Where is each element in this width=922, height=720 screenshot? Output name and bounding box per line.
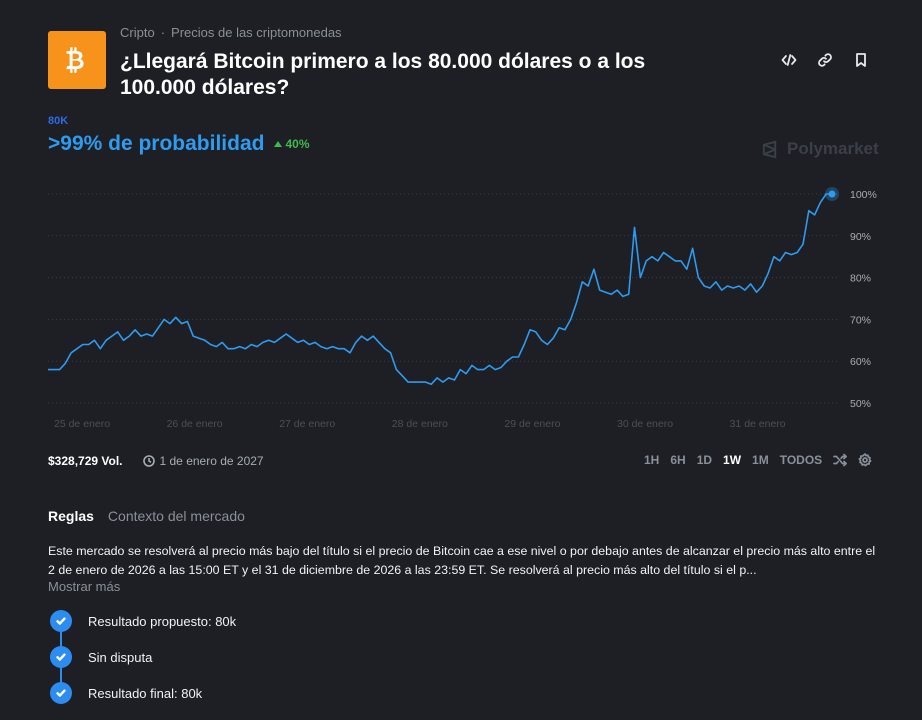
breadcrumb-subcategory[interactable]: Precios de las criptomonedas — [171, 25, 342, 40]
tab-rules[interactable]: Reglas — [48, 508, 94, 524]
code-icon — [781, 54, 797, 66]
x-tick-label: 31 de enero — [730, 418, 786, 430]
range-all[interactable]: TODOS — [779, 453, 823, 467]
show-more-link[interactable]: Mostrar más — [48, 579, 121, 594]
range-1m[interactable]: 1M — [752, 453, 769, 467]
page-title: ¿Llegará Bitcoin primero a los 80.000 dó… — [120, 50, 646, 99]
range-1w[interactable]: 1W — [723, 453, 742, 467]
x-tick-label: 25 de enero — [54, 418, 110, 430]
series-line — [48, 193, 832, 385]
copy-link-button[interactable] — [816, 51, 834, 69]
y-tick-label: 80% — [850, 273, 871, 285]
probability-readout: >99% de probabilidad 40% — [48, 132, 310, 156]
market-tabs: Reglas Contexto del mercado — [48, 508, 245, 524]
bookmark-icon — [856, 53, 866, 67]
outcome-label: 80K — [48, 115, 69, 127]
y-tick-label: 100% — [850, 189, 877, 201]
bitcoin-icon — [48, 31, 106, 89]
time-range-selector: 1H 6H 1D 1W 1M TODOS — [644, 453, 872, 467]
embed-button[interactable] — [780, 51, 798, 69]
delta-value: 40% — [285, 137, 310, 151]
series-endpoint — [828, 190, 836, 198]
link-icon — [818, 53, 832, 67]
clock-icon — [142, 455, 155, 467]
x-tick-label: 29 de enero — [504, 418, 560, 430]
tab-market-context[interactable]: Contexto del mercado — [107, 508, 245, 524]
end-date-text: 1 de enero de 2027 — [159, 454, 264, 468]
watermark-text: Polymarket — [787, 139, 879, 158]
triangle-up-icon — [274, 141, 283, 147]
volume: $328,729 Vol. — [48, 454, 123, 468]
price-chart[interactable]: 100% 90% 80% 70% 60% 50% 25 de enero 26 de ener… — [0, 175, 922, 437]
range-1h[interactable]: 1H — [644, 453, 660, 467]
step-no-dispute: Sin disputa — [50, 646, 152, 668]
breadcrumb-separator: · — [160, 25, 166, 40]
step-label: Sin disputa — [88, 649, 153, 665]
y-tick-label: 50% — [850, 398, 871, 410]
x-tick-label: 26 de enero — [167, 418, 223, 430]
gear-icon[interactable] — [858, 453, 872, 467]
range-6h[interactable]: 6H — [670, 453, 686, 467]
header-actions — [780, 51, 870, 69]
step-label: Resultado final: 80k — [88, 685, 203, 701]
probability-delta: 40% — [274, 137, 310, 151]
bookmark-button[interactable] — [852, 51, 870, 69]
shuffle-icon[interactable] — [833, 453, 848, 467]
step-final: Resultado final: 80k — [50, 682, 202, 704]
range-1d[interactable]: 1D — [696, 453, 713, 467]
rules-text: Este mercado se resolverá al precio más … — [48, 544, 876, 577]
check-icon — [50, 646, 72, 668]
breadcrumb: Cripto · Precios de las criptomonedas — [120, 25, 342, 40]
check-icon — [50, 610, 72, 632]
step-label: Resultado propuesto: 80k — [88, 613, 237, 629]
step-proposed: Resultado propuesto: 80k — [50, 610, 236, 632]
x-tick-label: 30 de enero — [617, 418, 673, 430]
x-tick-label: 27 de enero — [279, 418, 335, 430]
probability-text: >99% de probabilidad — [48, 132, 265, 155]
x-tick-label: 28 de enero — [392, 418, 448, 430]
polymarket-watermark: Polymarket — [761, 139, 879, 159]
polymarket-logo-icon — [762, 140, 777, 158]
end-date: 1 de enero de 2027 — [142, 454, 264, 468]
y-tick-label: 90% — [850, 231, 871, 243]
check-icon — [50, 682, 72, 704]
market-stats: $328,729 Vol. 1 de enero de 2027 — [48, 454, 264, 468]
breadcrumb-category[interactable]: Cripto — [120, 25, 155, 40]
y-tick-label: 60% — [850, 356, 871, 368]
y-tick-label: 70% — [850, 314, 871, 326]
